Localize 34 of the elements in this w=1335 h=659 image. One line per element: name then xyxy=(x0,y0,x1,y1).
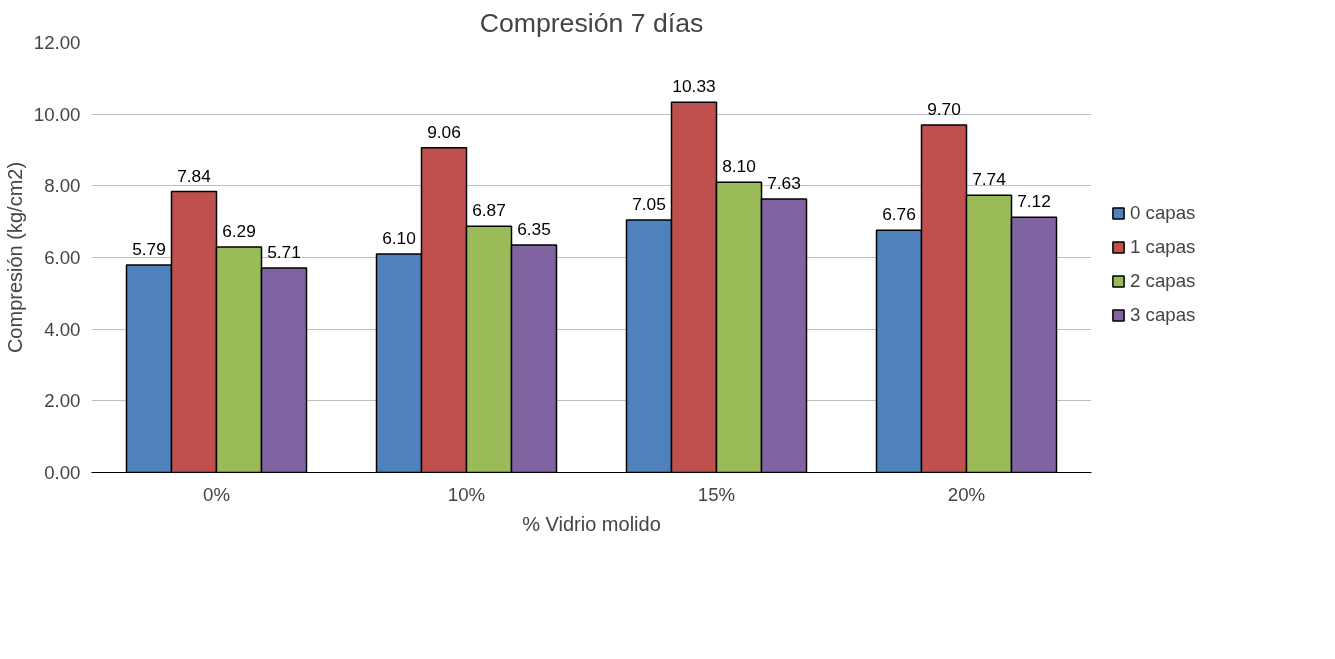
data-label: 10.33 xyxy=(672,76,716,97)
legend-label: 0 capas xyxy=(1130,201,1196,224)
x-tick-label: 10% xyxy=(447,483,486,505)
x-tick-label: 15% xyxy=(697,483,736,505)
y-tick-label: 2.00 xyxy=(44,390,81,412)
data-label: 6.10 xyxy=(382,227,416,248)
x-axis-title: % Vidrio molido xyxy=(522,512,661,535)
x-tick-label: 20% xyxy=(947,483,986,505)
legend-label: 3 capas xyxy=(1130,303,1196,326)
legend-label: 2 capas xyxy=(1130,269,1196,292)
data-label: 5.79 xyxy=(132,239,166,260)
data-label: 7.05 xyxy=(632,193,666,214)
data-label: 7.12 xyxy=(1017,191,1051,212)
legend-label: 1 capas xyxy=(1130,235,1196,258)
data-label: 8.10 xyxy=(722,156,756,177)
data-label: 7.63 xyxy=(767,173,801,194)
chart-title: Compresión 7 días xyxy=(479,7,704,38)
y-tick-label: 8.00 xyxy=(44,175,81,197)
y-axis-title: Compresión (kg/cm2) xyxy=(3,161,26,354)
y-tick-label: 10.00 xyxy=(33,103,81,125)
data-label: 6.35 xyxy=(517,218,551,239)
y-tick-label: 4.00 xyxy=(44,318,81,340)
data-label: 7.74 xyxy=(972,169,1007,190)
data-label: 9.70 xyxy=(927,98,961,119)
data-label: 7.84 xyxy=(177,165,212,186)
data-label: 6.76 xyxy=(882,204,916,225)
data-label: 5.71 xyxy=(267,241,301,262)
x-tick-label: 0% xyxy=(203,483,230,505)
y-tick-label: 12.00 xyxy=(33,32,81,53)
data-label: 6.87 xyxy=(472,200,506,221)
data-label: 9.06 xyxy=(427,121,461,142)
data-label: 6.29 xyxy=(222,221,256,242)
y-tick-label: 6.00 xyxy=(44,247,81,268)
y-tick-label: 0.00 xyxy=(44,462,81,483)
